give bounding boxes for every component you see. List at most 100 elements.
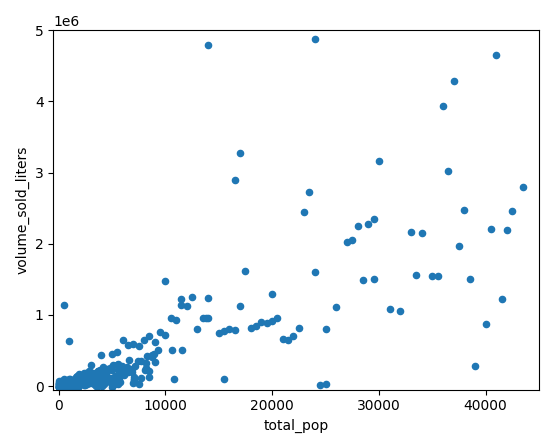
Point (68, 381, 76, 388)
Point (88, 374, 96, 381)
Point (60, 381, 69, 388)
Point (83, 375, 92, 382)
Point (369, 216, 378, 223)
Point (59, 380, 68, 387)
Point (77, 378, 86, 385)
Point (79, 370, 88, 378)
Point (57, 380, 65, 387)
Point (170, 375, 179, 382)
Point (55, 382, 64, 389)
Point (127, 369, 136, 376)
Point (198, 315, 207, 322)
Point (61, 383, 70, 391)
Point (73, 383, 82, 391)
Point (142, 353, 151, 360)
Point (150, 350, 158, 358)
Point (118, 367, 127, 375)
Point (156, 328, 165, 336)
Point (110, 372, 119, 379)
Point (129, 379, 138, 386)
Point (134, 343, 143, 350)
Point (465, 275, 474, 282)
Point (67, 378, 76, 385)
Point (135, 380, 143, 387)
Point (177, 302, 186, 309)
Point (81, 374, 90, 381)
Point (118, 337, 127, 344)
Point (59, 383, 68, 390)
Point (81, 377, 90, 384)
Point (115, 366, 124, 373)
Point (369, 276, 378, 283)
Point (76, 378, 85, 385)
Point (102, 368, 111, 375)
Point (89, 375, 98, 383)
Point (64, 377, 73, 384)
Point (61, 381, 70, 388)
Point (84, 367, 93, 375)
Point (268, 290, 276, 297)
Point (519, 183, 527, 190)
Point (55, 384, 64, 391)
Point (263, 319, 271, 326)
Point (55, 380, 64, 388)
Point (55, 382, 64, 389)
Point (86, 370, 95, 377)
Point (57, 379, 66, 387)
Point (65, 377, 74, 384)
Point (75, 380, 84, 388)
Point (55, 382, 64, 389)
Point (60, 381, 69, 388)
Point (481, 320, 490, 327)
Point (57, 380, 66, 387)
Point (65, 382, 74, 389)
Point (60, 378, 69, 385)
Point (60, 381, 69, 388)
Point (79, 372, 88, 379)
Point (202, 315, 211, 322)
Point (105, 365, 114, 372)
Point (99, 379, 107, 386)
Point (84, 377, 93, 384)
Point (77, 379, 86, 387)
Point (81, 380, 90, 387)
Point (69, 379, 78, 386)
Point (83, 379, 92, 386)
Point (94, 379, 102, 386)
Point (502, 227, 511, 234)
Point (177, 347, 186, 354)
Point (81, 370, 90, 377)
Point (112, 379, 121, 387)
Point (63, 381, 72, 388)
Point (76, 378, 85, 385)
Point (106, 377, 115, 384)
Point (107, 366, 116, 373)
Point (75, 382, 84, 389)
Point (241, 267, 250, 274)
Point (100, 381, 109, 388)
Point (69, 382, 78, 389)
Point (148, 353, 157, 360)
Point (81, 381, 90, 388)
Point (86, 378, 95, 385)
Point (59, 382, 68, 389)
Point (66, 378, 75, 385)
Point (55, 380, 64, 387)
Point (96, 368, 105, 375)
Point (66, 384, 75, 391)
Point (182, 302, 191, 309)
Point (364, 220, 373, 227)
Point (92, 382, 101, 389)
Point (79, 377, 88, 384)
Point (486, 225, 495, 233)
Point (106, 374, 115, 381)
Point (55, 382, 64, 389)
Point (109, 362, 118, 369)
Point (358, 276, 367, 284)
Point (204, 315, 213, 322)
Point (115, 374, 124, 381)
Point (73, 380, 81, 387)
Point (141, 366, 150, 373)
Point (470, 362, 479, 370)
Point (65, 377, 74, 384)
